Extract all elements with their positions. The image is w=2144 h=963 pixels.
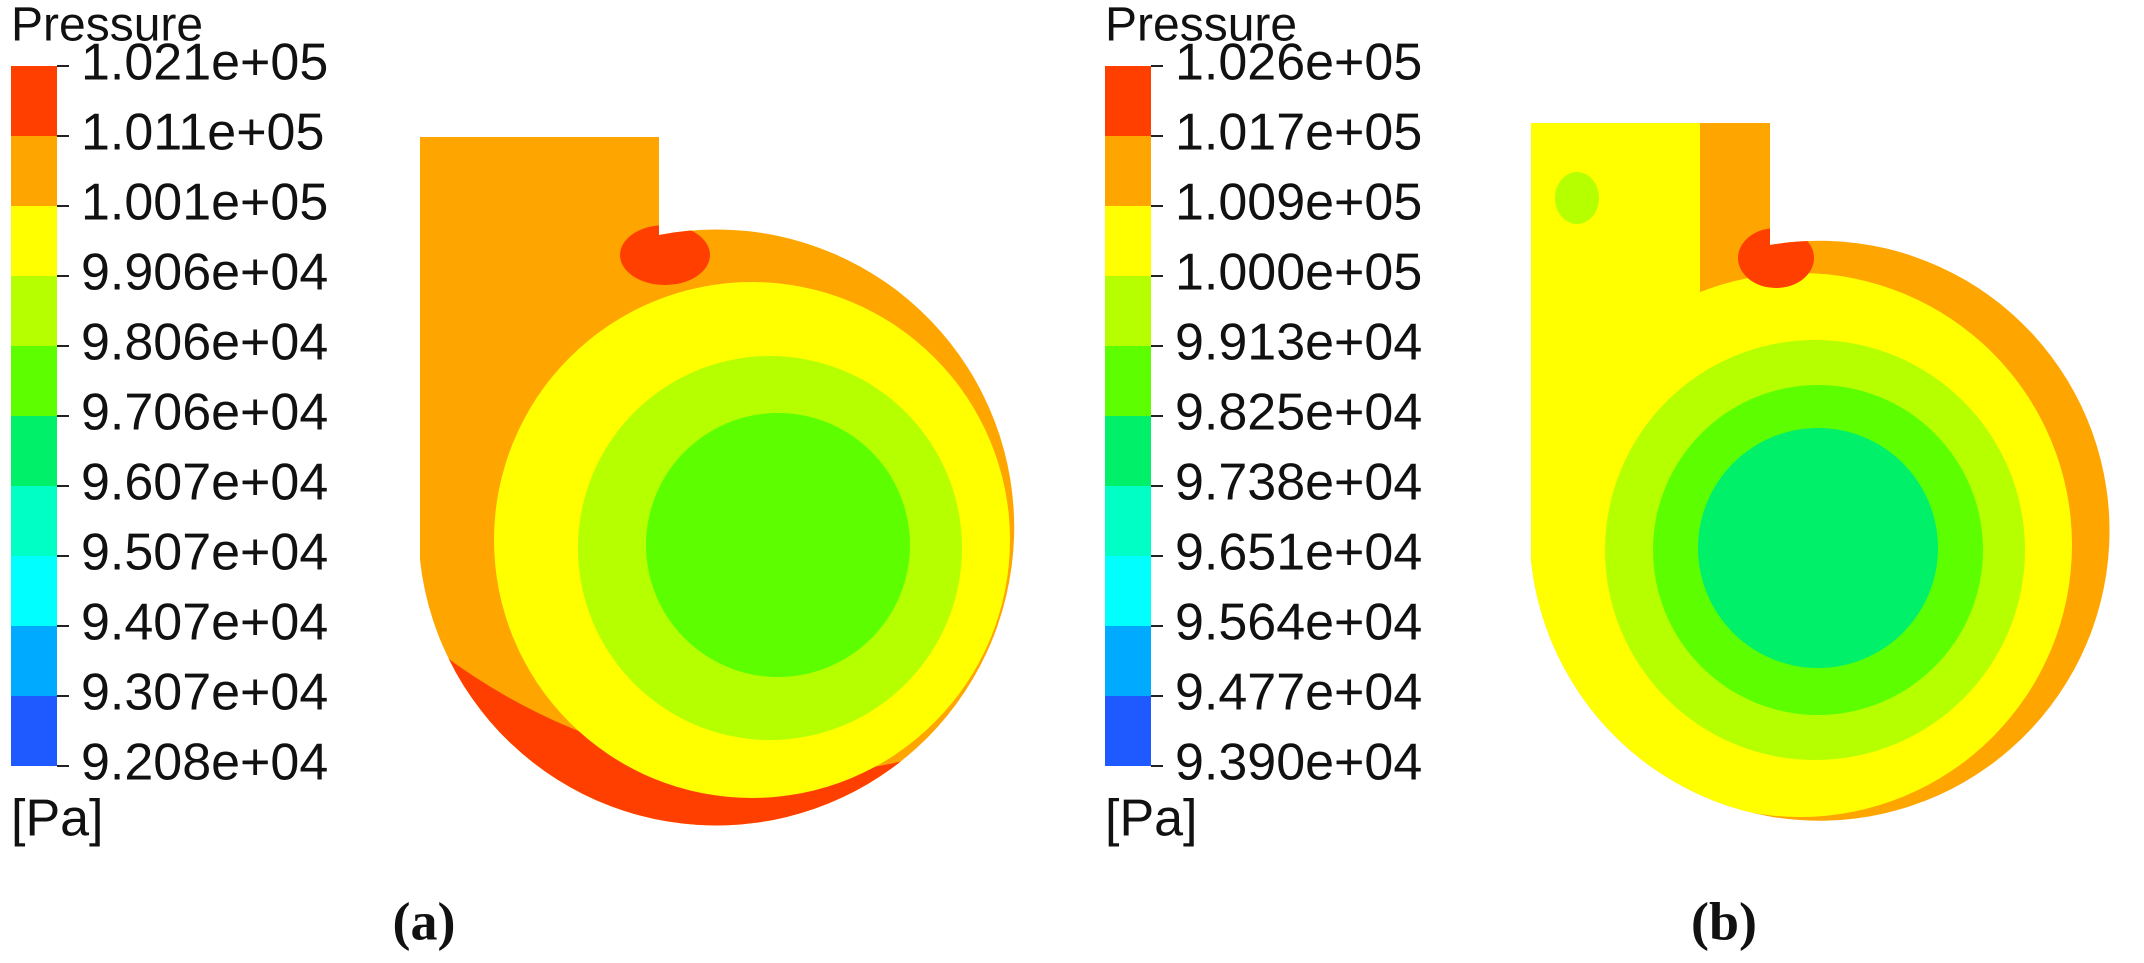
color-band <box>11 416 57 486</box>
caption: (b) <box>1691 891 1757 951</box>
legend-label: 9.208e+04 <box>81 734 328 792</box>
legend-label: 9.906e+04 <box>81 244 328 302</box>
legend-label: 1.001e+05 <box>81 174 328 232</box>
color-band <box>11 136 57 206</box>
color-band <box>1105 136 1151 206</box>
color-band <box>1105 696 1151 766</box>
color-band <box>1105 66 1151 136</box>
color-band <box>11 206 57 276</box>
legend-label: 9.607e+04 <box>81 454 328 512</box>
legend-label: 1.011e+05 <box>81 104 324 162</box>
legend-label: 9.507e+04 <box>81 524 328 582</box>
color-band <box>11 346 57 416</box>
color-band <box>1105 626 1151 696</box>
legend-unit: [Pa] <box>1105 790 1198 848</box>
color-band <box>1105 556 1151 626</box>
legend-label: 9.477e+04 <box>1175 664 1422 722</box>
legend-label: 1.000e+05 <box>1175 244 1422 302</box>
color-band <box>11 626 57 696</box>
legend-label: 1.021e+05 <box>81 34 328 92</box>
color-band <box>1105 346 1151 416</box>
legend-label: 1.026e+05 <box>1175 34 1422 92</box>
color-band <box>1105 416 1151 486</box>
contour-b <box>1531 123 2110 821</box>
legend-label: 9.307e+04 <box>81 664 328 722</box>
legend-label: 9.706e+04 <box>81 384 328 442</box>
caption: (a) <box>393 891 456 951</box>
legend-title: Pressure <box>1105 0 1297 52</box>
color-band <box>11 556 57 626</box>
legend-label: 1.017e+05 <box>1175 104 1422 162</box>
legend-label: 1.009e+05 <box>1175 174 1422 232</box>
legend-label: 9.407e+04 <box>81 594 328 652</box>
legend-label: 9.390e+04 <box>1175 734 1422 792</box>
legend-label: 9.825e+04 <box>1175 384 1422 442</box>
legend-label: 9.651e+04 <box>1175 524 1422 582</box>
color-band <box>11 276 57 346</box>
contour-a <box>420 137 1015 826</box>
legend-label: 9.564e+04 <box>1175 594 1422 652</box>
legend-unit: [Pa] <box>11 790 104 848</box>
color-band <box>11 486 57 556</box>
color-band <box>11 66 57 136</box>
legend-label: 9.913e+04 <box>1175 314 1422 372</box>
color-band <box>1105 486 1151 556</box>
color-band <box>1105 276 1151 346</box>
legend-label: 9.738e+04 <box>1175 454 1422 512</box>
legend-title: Pressure <box>11 0 203 52</box>
color-band <box>11 696 57 766</box>
color-band <box>1105 206 1151 276</box>
legend-label: 9.806e+04 <box>81 314 328 372</box>
